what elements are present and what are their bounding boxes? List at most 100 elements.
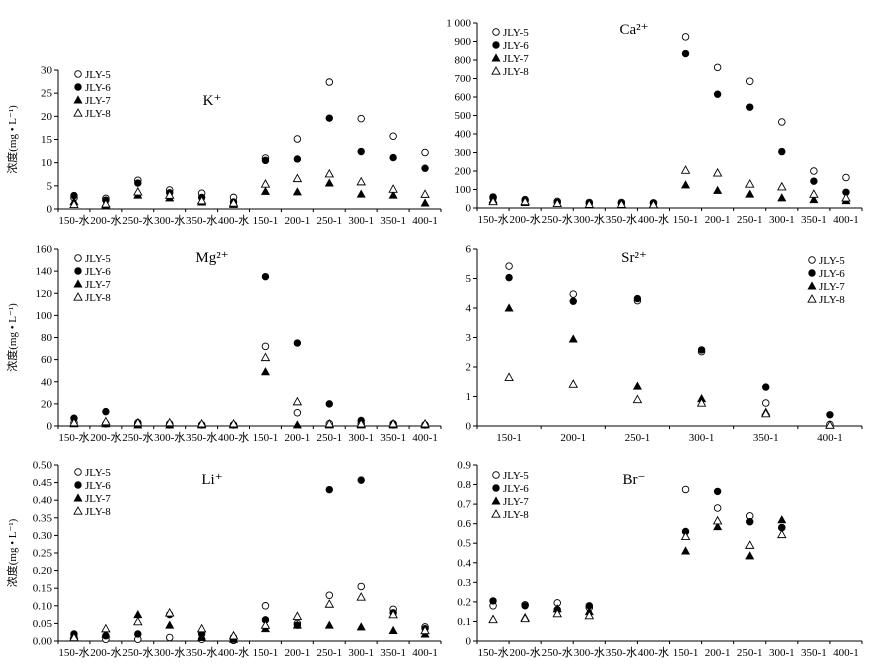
data-point [357,582,365,591]
data-point [357,114,365,123]
data-point [569,290,578,298]
data-point [325,591,334,599]
y-tick-label: 15 [41,134,53,146]
data-point [292,420,302,429]
data-point [324,418,335,428]
legend-marker [492,41,500,49]
data-point [632,381,642,390]
data-point [713,63,722,72]
series-JLY-5 [505,262,834,429]
data-point [293,339,302,347]
data-point [632,394,643,404]
y-tick-label: 0.45 [33,477,53,489]
legend-label: JLY-7 [85,95,111,107]
data-point [744,179,755,188]
data-point [260,367,270,376]
data-point [324,620,334,629]
y-tick-label: 400 [455,129,472,141]
series-JLY-6 [489,49,850,208]
data-point [505,273,513,282]
y-tick-label: 0 [47,421,53,433]
x-tick-label: 150-1 [253,432,279,444]
data-point [420,625,430,635]
y-tick-label: 0.30 [33,530,53,542]
data-point [762,383,770,391]
data-point [777,529,787,539]
legend-marker [807,281,817,290]
panel-title: K⁺ [203,93,222,109]
data-point [489,597,497,605]
data-point [552,198,562,208]
data-point [777,181,787,191]
data-point [778,118,786,126]
data-point [101,416,111,426]
data-point [357,476,365,484]
y-tick-label: 30 [41,65,53,77]
x-tick-label: 400-1 [412,647,438,659]
data-point [842,173,850,182]
legend-label: JLY-5 [85,467,111,479]
x-tick-label: 350-1 [801,214,827,226]
series-JLY-5 [489,33,850,207]
y-tick-label: 140 [36,266,53,278]
series-JLY-7 [69,609,430,643]
data-point [568,334,578,343]
y-tick-label: 0 [466,636,472,648]
y-axis-title: 浓度(mg • L⁻¹) [5,518,19,587]
panel-title: Mg²⁺ [195,250,228,266]
x-tick-label: 400-1 [412,432,438,444]
chart-panel-5: 0.00 0.05 0.10 0.15 0.20 0.25 0.30 0.35 0.40 0.45… [5,460,442,659]
legend-marker [74,267,82,275]
x-tick-label: 400-水 [218,431,249,444]
legend-marker [492,484,500,492]
data-point [101,198,111,208]
data-point [697,346,706,354]
x-tick-label: 300-1 [689,432,715,444]
legend-label: JLY-6 [503,40,529,52]
data-point [584,199,595,208]
y-tick-label: 80 [41,332,53,344]
data-point [260,620,271,629]
data-point [325,114,333,122]
x-tick-label: 350-水 [186,214,217,227]
legend-marker [491,66,501,75]
chart-panel-4: 0 1 2 3 4 5 6 150-1 200-1 250-1 300-1 350-1 400-1 Sr²… [466,244,863,444]
data-point [325,78,334,86]
x-tick-label: 300-水 [154,431,185,444]
y-tick-label: 0.2 [457,596,471,608]
y-tick-label: 120 [36,288,53,300]
x-tick-label: 250-水 [122,646,153,659]
series-JLY-7 [488,180,851,208]
x-tick-label: 350-1 [801,647,827,659]
y-tick-label: 20 [41,398,53,410]
data-point [292,620,302,629]
x-tick-label: 200-1 [705,647,731,659]
panel-title: Br⁻ [623,472,646,488]
series-JLY-5 [70,582,429,645]
x-tick-label: 400-1 [817,432,843,444]
data-point [293,135,302,143]
y-axis-title: 浓度(mg • L⁻¹) [5,303,19,372]
x-tick-label: 300-1 [769,214,795,226]
data-point [809,195,819,204]
data-point [165,620,175,629]
legend-marker [74,70,82,78]
data-point [260,352,271,362]
y-tick-label: 10 [41,157,53,169]
data-point [584,610,595,620]
series-JLY-8 [69,168,430,209]
data-point [388,190,398,199]
data-point [292,396,303,406]
data-point [504,372,514,381]
legend-marker [492,471,500,479]
data-point [616,199,627,208]
x-tick-label: 150-水 [58,431,89,444]
data-point [196,418,207,428]
x-tick-label: 250-1 [316,215,342,227]
panel-title: Sr²⁺ [621,250,647,266]
